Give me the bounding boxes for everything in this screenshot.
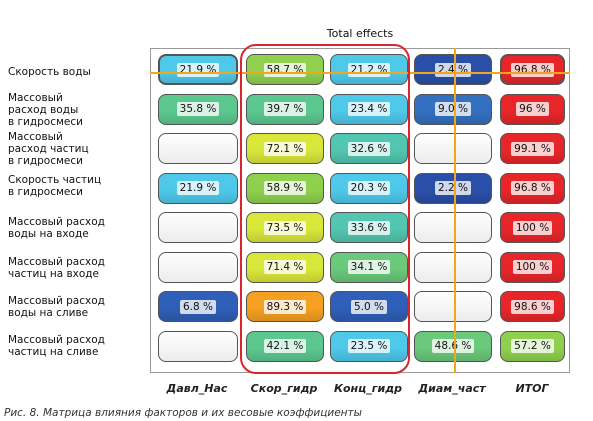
heatmap-cell [414,212,492,243]
crosshair-horizontal [150,72,570,74]
heatmap-cell: 21.2 % [330,54,408,85]
cell-value: 96 % [516,102,549,116]
chart-title: Total effects [326,27,394,40]
heatmap-cell: 73.5 % [246,212,324,243]
cell-value: 23.5 % [347,339,391,353]
heatmap-cell: 5.0 % [330,291,408,322]
cell-value: 42.1 % [263,339,307,353]
heatmap-cell: 23.4 % [330,93,408,125]
cell-value: 57.2 % [511,339,554,353]
column-label: Конц_гидр [333,382,402,395]
cell-value: 48.6 % [431,339,475,353]
heatmap-cell: 100 % [500,212,565,243]
heatmap-cell [414,133,492,164]
heatmap-cell [158,212,238,243]
heatmap-cell: 96.8 % [500,54,565,85]
cell-value: 23.4 % [347,102,391,116]
cell-value: 96.8 % [511,181,554,195]
heatmap-cell: 23.5 % [330,330,408,362]
heatmap-cell: 72.1 % [246,133,324,164]
cell-value: 96.8 % [511,62,554,77]
heatmap-cell: 57.2 % [500,330,565,362]
row-label: Массовый расход частиц на сливе [8,334,105,358]
heatmap-cell: 100 % [500,251,565,283]
heatmap-cell: 98.6 % [500,291,565,322]
cell-value: 71.4 % [263,260,307,274]
cell-value: 39.7 % [263,102,307,116]
cell-value: 32.6 % [347,141,391,156]
cell-value: 20.3 % [347,181,391,195]
heatmap-cell [158,133,238,164]
heatmap-cell [158,251,238,283]
row-label: Скорость воды [8,66,91,78]
heatmap-cell: 89.3 % [246,291,324,322]
cell-value: 73.5 % [263,220,307,235]
heatmap-cell: 35.8 % [158,93,238,125]
column-label: Давл_Нас [166,382,228,395]
figure-caption: Рис. 8. Матрица влияния факторов и их ве… [4,407,362,419]
heatmap-cell: 96.8 % [500,172,565,204]
cell-value: 89.3 % [263,299,307,314]
column-label: Диам_част [418,382,486,395]
cell-value: 2.2 % [434,181,471,195]
heatmap-cell: 99.1 % [500,133,565,164]
cell-value: 100 % [512,260,553,274]
heatmap-cell [158,330,238,362]
cell-value: 5.0 % [350,299,387,314]
heatmap-cell: 6.8 % [158,291,238,322]
heatmap-cell [414,291,492,322]
heatmap-cell: 20.3 % [330,172,408,204]
cell-value: 98.6 % [511,299,554,314]
row-label: Массовый расход частиц в гидросмеси [8,131,89,167]
row-label: Скорость частиц в гидросмеси [8,174,102,198]
cell-value: 9.0 % [434,102,471,116]
heatmap-cell: 9.0 % [414,93,492,125]
row-label: Массовый расход частиц на входе [8,256,105,280]
heatmap-cell [414,251,492,283]
crosshair-vertical [454,48,456,373]
heatmap-cell: 58.9 % [246,172,324,204]
column-label: ИТОГ [515,382,549,395]
heatmap-cell: 58.7 % [246,54,324,85]
heatmap-cell: 2.4 % [414,54,492,85]
heatmap-cell: 2.2 % [414,172,492,204]
cell-value: 21.9 % [176,181,220,195]
heatmap-cell: 34.1 % [330,251,408,283]
heatmap-cell: 21.9 % [158,172,238,204]
cell-value: 58.9 % [263,181,307,195]
cell-value: 33.6 % [347,220,391,235]
heatmap-cell: 71.4 % [246,251,324,283]
cell-value: 100 % [512,220,553,235]
cell-value: 6.8 % [179,299,216,314]
row-label: Массовый расход воды на сливе [8,295,105,319]
heatmap-cell: 96 % [500,93,565,125]
cell-value: 35.8 % [176,102,220,116]
cell-value: 21.2 % [347,62,391,77]
cell-value: 72.1 % [263,141,307,156]
heatmap-cell: 42.1 % [246,330,324,362]
heatmap-cell: 48.6 % [414,330,492,362]
cell-value: 58.7 % [263,62,307,77]
heatmap-cell: 39.7 % [246,93,324,125]
heatmap-cell: 33.6 % [330,212,408,243]
cell-value: 21.9 % [176,62,220,77]
cell-value: 2.4 % [434,62,471,77]
row-label: Массовый расход воды на входе [8,216,105,240]
row-label: Массовый расход воды в гидросмеси [8,92,83,128]
cell-value: 34.1 % [347,260,391,274]
heatmap-cell: 32.6 % [330,133,408,164]
heatmap-cell: 21.9 % [158,54,238,85]
cell-value: 99.1 % [511,141,554,156]
column-label: Скор_гидр [250,382,318,395]
